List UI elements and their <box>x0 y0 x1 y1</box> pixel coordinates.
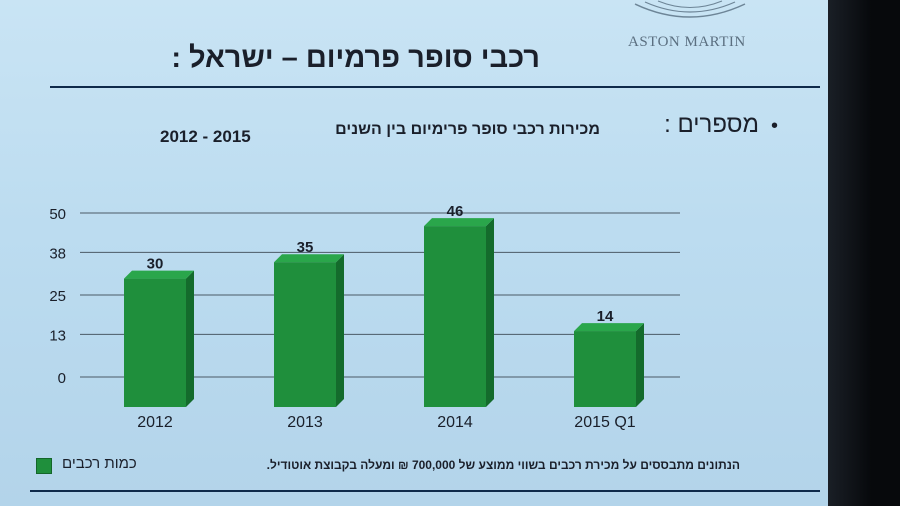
x-tick-label: 2012 <box>137 414 173 431</box>
bullet-label: מספרים : <box>664 111 759 138</box>
y-tick-label: 25 <box>49 288 66 305</box>
bar-side <box>186 270 194 407</box>
bullet-icon: • <box>770 115 778 137</box>
bar-top <box>124 270 194 279</box>
y-tick-label: 13 <box>49 327 66 344</box>
bar-top <box>574 323 644 332</box>
aston-martin-wings-icon <box>634 0 746 18</box>
bar <box>124 278 186 407</box>
chart-footnote: הנתונים מתבססים על מכירת רכבים בשווי ממו… <box>266 458 740 472</box>
x-tick-label: 2014 <box>437 414 473 431</box>
bar <box>274 262 336 407</box>
chart-legend: כמות רכבים <box>32 455 172 477</box>
brand-logo-text: ASTON MARTIN <box>628 34 746 50</box>
data-label: 46 <box>447 203 464 220</box>
bar-chart: 50 38 25 13 0 30 2012 35 2013 46 2014 14 2015 Q1 <box>49 203 680 431</box>
chart-title-text: מכירות רכבי סופר פרימיום בין השנים <box>335 121 600 138</box>
chart-title-years: 2012 - 2015 <box>160 127 251 146</box>
data-label: 14 <box>597 308 614 325</box>
legend-swatch <box>36 458 52 474</box>
bar <box>574 331 636 407</box>
screen-edge <box>828 0 900 506</box>
title-divider <box>50 86 820 88</box>
y-tick-label: 50 <box>49 206 66 223</box>
bullet-item: • מספרים : <box>628 111 778 139</box>
data-label: 30 <box>147 256 164 273</box>
bar <box>424 226 486 407</box>
y-tick-label: 0 <box>58 370 66 387</box>
bar-side <box>336 254 344 407</box>
bar-side <box>486 218 494 407</box>
bottom-divider <box>30 490 820 492</box>
data-label: 35 <box>297 239 314 256</box>
x-tick-label: 2015 Q1 <box>574 414 635 431</box>
slide-title: רכבי סופר פרמיום – ישראל : <box>171 42 540 74</box>
legend-label: כמות רכבים <box>62 455 137 472</box>
bar-top <box>274 254 344 263</box>
y-tick-label: 38 <box>49 245 66 262</box>
bar-top <box>424 218 494 227</box>
bar-side <box>636 323 644 407</box>
x-tick-label: 2013 <box>287 414 323 431</box>
